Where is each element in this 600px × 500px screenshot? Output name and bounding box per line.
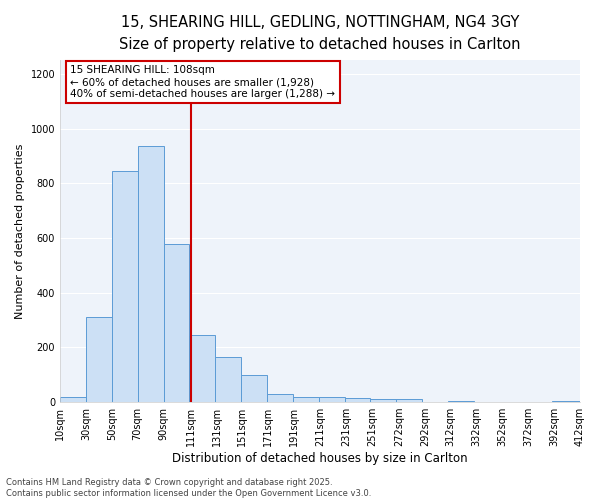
Bar: [448, 400, 474, 402]
Bar: [112, 171, 137, 402]
Text: 15 SHEARING HILL: 108sqm
← 60% of detached houses are smaller (1,928)
40% of sem: 15 SHEARING HILL: 108sqm ← 60% of detach…: [70, 66, 335, 98]
Bar: [370, 400, 397, 402]
Bar: [190, 335, 215, 402]
Bar: [215, 357, 241, 402]
Bar: [241, 374, 267, 402]
Title: 15, SHEARING HILL, GEDLING, NOTTINGHAM, NG4 3GY
Size of property relative to det: 15, SHEARING HILL, GEDLING, NOTTINGHAM, …: [119, 15, 521, 52]
Bar: [293, 396, 319, 402]
Bar: [137, 146, 164, 402]
Bar: [551, 400, 580, 402]
Text: Contains HM Land Registry data © Crown copyright and database right 2025.
Contai: Contains HM Land Registry data © Crown c…: [6, 478, 371, 498]
Bar: [319, 396, 344, 402]
Bar: [267, 394, 293, 402]
Bar: [344, 398, 370, 402]
Bar: [60, 396, 86, 402]
Bar: [164, 244, 190, 402]
Y-axis label: Number of detached properties: Number of detached properties: [15, 144, 25, 319]
Bar: [397, 400, 422, 402]
X-axis label: Distribution of detached houses by size in Carlton: Distribution of detached houses by size …: [172, 452, 468, 465]
Bar: [86, 318, 112, 402]
